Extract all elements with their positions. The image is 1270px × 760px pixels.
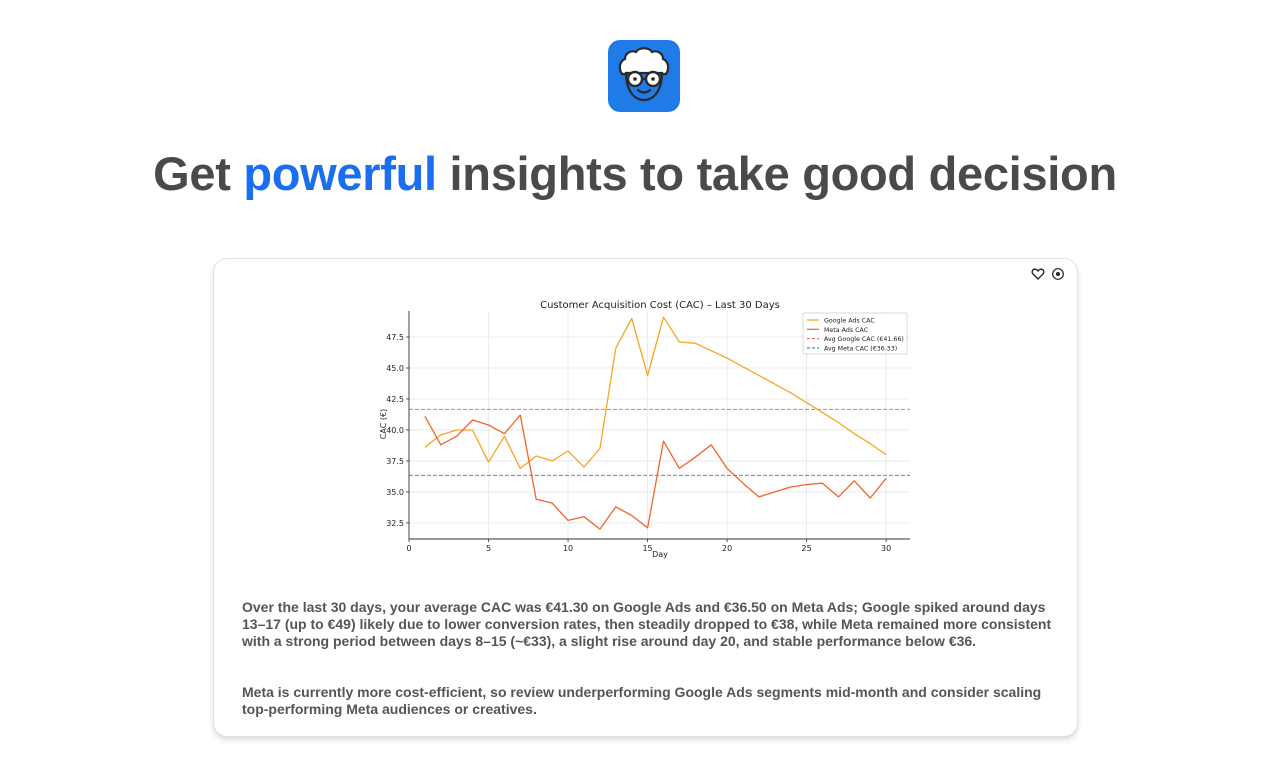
card-actions [1031, 267, 1065, 281]
x-tick-label: 30 [881, 544, 891, 553]
legend-label: Google Ads CAC [824, 318, 875, 325]
legend-label: Avg Google CAC (€41.66) [824, 336, 904, 343]
y-tick-label: 35.0 [386, 488, 404, 497]
app-logo [608, 40, 680, 112]
heart-icon[interactable] [1031, 267, 1045, 281]
legend-label: Avg Meta CAC (€36.33) [824, 345, 897, 352]
series-line-1 [424, 414, 887, 530]
y-tick-label: 45.0 [386, 364, 404, 373]
y-tick-label: 37.5 [386, 457, 404, 466]
x-tick-label: 25 [802, 544, 812, 553]
nerd-avatar-icon [618, 47, 670, 102]
series-line-0 [424, 316, 887, 470]
chart-ticks: 0 5 10 15 20 25 30 32.5 35.0 37.5 40.0 42.5 45.0 47.5 [386, 333, 891, 553]
y-axis-label: CAC (€) [379, 409, 388, 439]
cac-chart: Customer Acquisition Cost (CAC) – Last 3… [379, 300, 910, 559]
legend-label: Meta Ads CAC [824, 327, 869, 334]
y-tick-label: 40.0 [386, 426, 404, 435]
y-tick-label: 42.5 [386, 395, 404, 404]
chart-title: Customer Acquisition Cost (CAC) – Last 3… [540, 300, 780, 311]
chart-average-lines [409, 408, 910, 476]
x-tick-label: 0 [406, 544, 411, 553]
headline-suffix: insights to take good decision [436, 147, 1118, 200]
chart-legend: Google Ads CAC Meta Ads CAC Avg Google CAC… [802, 312, 908, 355]
headline: Get powerful insights to take good decis… [0, 146, 1270, 201]
x-tick-label: 15 [642, 544, 652, 553]
legend-box [802, 312, 908, 355]
insight-summary: Over the last 30 days, your average CAC … [242, 599, 1052, 649]
headline-prefix: Get [153, 147, 244, 200]
chart-axes [408, 311, 910, 540]
x-axis-label: Day [652, 550, 668, 559]
x-tick-label: 5 [486, 544, 491, 553]
chart-series [424, 316, 887, 530]
insight-card: Customer Acquisition Cost (CAC) – Last 3… [213, 258, 1078, 737]
x-tick-label: 20 [722, 544, 732, 553]
y-tick-label: 47.5 [386, 333, 404, 342]
circle-dot-icon[interactable] [1051, 267, 1065, 281]
x-tick-label: 10 [563, 544, 573, 553]
y-tick-label: 32.5 [386, 519, 404, 528]
headline-accent: powerful [243, 147, 437, 200]
insight-recommendation: Meta is currently more cost-efficient, s… [242, 684, 1042, 717]
